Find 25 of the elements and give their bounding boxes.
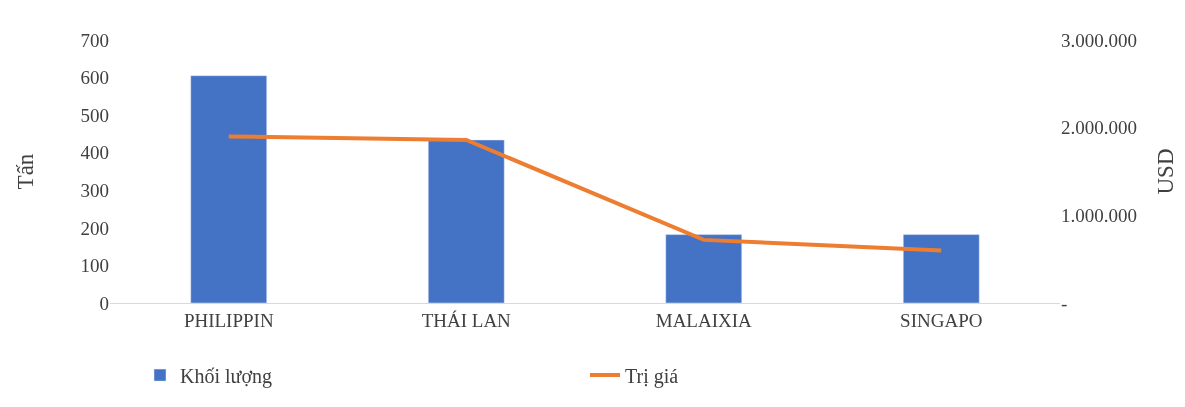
y-tick-label: 0 <box>99 292 109 314</box>
bar <box>428 139 505 303</box>
y-tick-label: 400 <box>80 142 109 164</box>
y2-tick-label: 2.000.000 <box>1061 117 1137 139</box>
y-tick-label: 700 <box>80 29 109 51</box>
y-tick-label: 600 <box>80 67 109 89</box>
y2-tick-label: 3.000.000 <box>1061 29 1137 51</box>
x-tick-label: PHILIPPIN <box>183 309 274 331</box>
y2-tick-label: - <box>1061 292 1068 314</box>
bar <box>190 75 267 303</box>
y2-tick-label: 1.000.000 <box>1061 204 1137 226</box>
x-tick-label: MALAIXIA <box>655 309 753 331</box>
bar <box>903 234 980 303</box>
line-series <box>226 134 944 253</box>
y-axis-title: Tấn <box>12 153 38 190</box>
y-tick-label: 100 <box>80 255 109 277</box>
legend-label: Khối lượng <box>180 364 272 388</box>
bar <box>665 234 742 303</box>
y-tick-label: 300 <box>80 179 109 201</box>
x-tick-label: SINGAPO <box>900 309 983 331</box>
x-tick-label: THÁI LAN <box>421 309 512 331</box>
y2-axis-title: USD <box>1152 148 1178 195</box>
legend-label: Trị giá <box>625 364 679 388</box>
y-tick-label: 500 <box>80 104 109 126</box>
y-tick-label: 200 <box>80 217 109 239</box>
